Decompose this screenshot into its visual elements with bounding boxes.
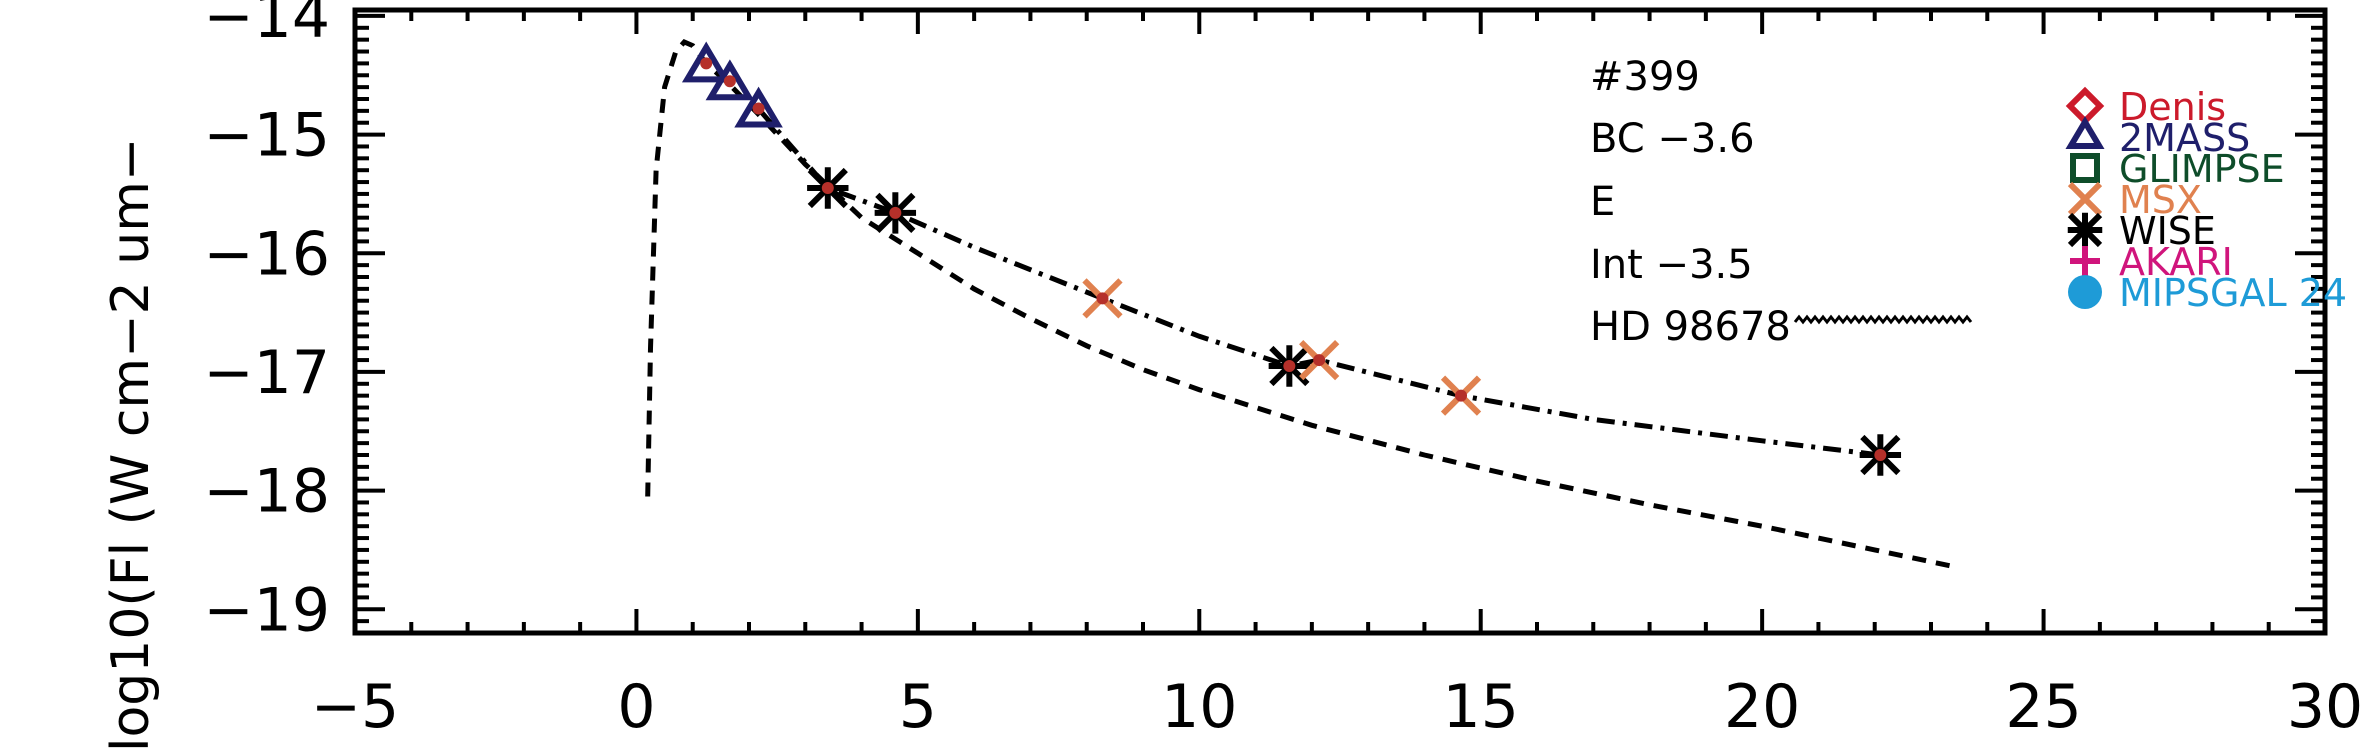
legend-label: MSX bbox=[2119, 178, 2202, 222]
model-curve-dashed bbox=[645, 38, 1960, 571]
x-tick-label: 25 bbox=[2005, 672, 2081, 742]
name-underline-wave bbox=[1793, 314, 1973, 325]
legend-mipsgal-marker bbox=[2068, 275, 2102, 309]
class-label: E bbox=[1590, 179, 1615, 225]
x-tick-label: 5 bbox=[899, 672, 937, 742]
legend-label: Denis bbox=[2119, 85, 2226, 129]
photometry-point bbox=[700, 57, 713, 70]
data-points bbox=[681, 41, 1902, 476]
star-id: #399 bbox=[1590, 54, 1700, 100]
2mass-marker bbox=[681, 41, 731, 83]
legend-label: WISE bbox=[2119, 209, 2216, 253]
legend-label: 2MASS bbox=[2119, 116, 2250, 160]
legend-2mass-marker bbox=[2065, 116, 2105, 149]
axes bbox=[352, 7, 2328, 636]
plot-frame bbox=[352, 7, 2328, 636]
y-tick-label: −18 bbox=[203, 457, 330, 527]
y-axis-label: log10(Fl (W cm−2 um− bbox=[101, 138, 161, 750]
annotations: #399 BC −3.6 E Int −3.5 HD 98678 bbox=[1590, 54, 1973, 350]
y-tick-label: −17 bbox=[203, 338, 330, 408]
y-tick-label: −14 bbox=[203, 0, 330, 52]
photometry-point bbox=[723, 75, 736, 88]
photometry-point bbox=[889, 206, 902, 219]
x-tick-label: 15 bbox=[1443, 672, 1519, 742]
model-curves bbox=[645, 38, 1960, 571]
legend-glimpse-marker bbox=[2070, 153, 2100, 183]
x-tick-label: 0 bbox=[617, 672, 655, 742]
bc-value: BC −3.6 bbox=[1590, 116, 1755, 162]
photometry-point bbox=[1455, 389, 1468, 402]
legend-label: GLIMPSE bbox=[2119, 147, 2285, 191]
x-tick-label: 10 bbox=[1161, 672, 1237, 742]
legend-akari-marker bbox=[2070, 246, 2100, 276]
y-tick-label: −19 bbox=[203, 575, 330, 645]
legend-label: MIPSGAL 24 bbox=[2119, 271, 2347, 315]
photometry-point bbox=[1313, 354, 1326, 367]
legend-wise-marker bbox=[2067, 212, 2103, 248]
2mass-marker bbox=[734, 86, 783, 128]
x-tick-label: −5 bbox=[311, 672, 399, 742]
x-tick-label: 20 bbox=[1724, 672, 1800, 742]
photometry-point bbox=[1874, 449, 1887, 461]
x-tick-label: 30 bbox=[2287, 672, 2361, 742]
star-name: HD 98678 bbox=[1590, 304, 1791, 350]
legend-msx-marker bbox=[2067, 181, 2103, 217]
photometry-point bbox=[821, 182, 834, 194]
y-tick-label: −15 bbox=[203, 101, 330, 171]
photometry-point bbox=[1283, 360, 1296, 372]
model-curve-dashdot bbox=[758, 109, 1881, 458]
y-tick-label: −16 bbox=[203, 219, 330, 289]
2mass-marker bbox=[705, 59, 755, 101]
photometry-point bbox=[1096, 292, 1109, 305]
legend-label: AKARI bbox=[2119, 240, 2233, 284]
tick-labels: −5 0 5 10 15 20 25 30 −19 −18 −17 −16 −15 −14 bbox=[203, 0, 2361, 742]
photometry-point bbox=[752, 102, 765, 115]
int-value: Int −3.5 bbox=[1590, 242, 1753, 288]
